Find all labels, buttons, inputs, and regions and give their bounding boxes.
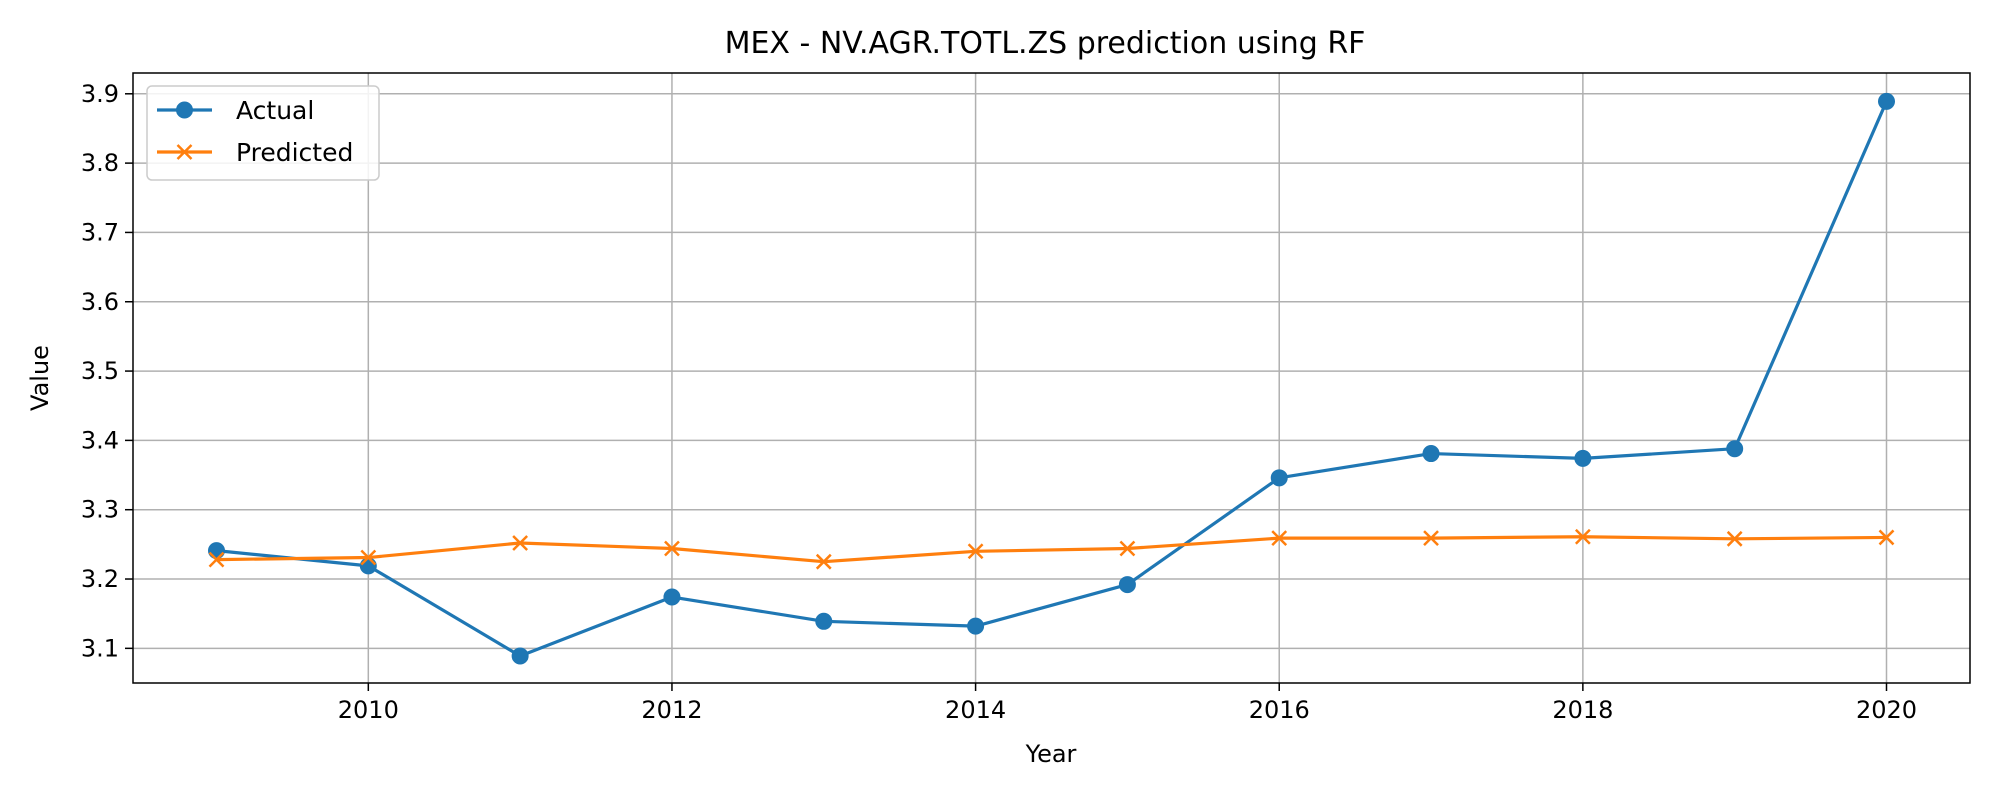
actual-point [1270,469,1288,487]
actual-point [1878,92,1895,110]
predicted-point [1423,530,1439,547]
y-tick-label: 3.9 [81,80,119,108]
predicted-point [967,543,984,560]
predicted-point [1726,530,1743,547]
x-tick-label: 2012 [641,696,702,724]
y-tick-label: 3.8 [81,149,119,177]
legend-label-actual: Actual [236,96,314,125]
y-tick-label: 3.5 [81,357,119,385]
x-axis-label: Year [1025,740,1077,768]
predicted-point [512,535,529,551]
y-axis-label: Value [26,345,54,411]
actual-point [1574,449,1592,467]
legend-marker-actual [176,101,193,119]
x-tick-label: 2018 [1552,696,1613,724]
legend: Actual Predicted [146,85,380,181]
y-tick-label: 3.4 [81,426,119,454]
actual-point [208,542,225,560]
x-axis: 2010 2012 2014 2016 2018 2020 [338,683,1917,724]
y-axis: 3.1 3.2 3.3 3.4 3.5 3.6 3.7 3.8 3.9 [81,80,133,662]
predicted-point [1574,528,1591,545]
legend-item-actual: Actual [157,96,314,125]
predicted-point [664,540,680,557]
y-tick-label: 3.3 [81,496,119,524]
legend-item-predicted: Predicted [157,138,353,167]
actual-point [359,557,377,575]
actual-point [1118,576,1136,594]
plot-frame [132,72,1971,684]
actual-point [511,647,529,665]
y-tick-label: 3.7 [81,218,119,246]
actual-point [1422,445,1440,463]
y-tick-label: 3.1 [81,634,119,662]
actual-line [216,100,1888,658]
predicted-point [1119,540,1136,557]
actual-point [815,612,833,630]
grid-lines [133,73,1970,683]
legend-label-predicted: Predicted [236,138,353,167]
y-tick-label: 3.2 [81,565,119,593]
x-tick-label: 2016 [1249,696,1310,724]
y-tick-label: 3.6 [81,288,119,316]
predicted-point [208,551,225,568]
actual-point [1726,440,1744,458]
series-layer [208,92,1895,665]
predicted-point [815,553,832,570]
actual-point [967,617,985,635]
x-tick-label: 2010 [338,696,399,724]
predicted-point [1878,529,1895,546]
x-tick-label: 2020 [1856,696,1917,724]
actual-point [663,588,681,606]
chart-title: MEX - NV.AGR.TOTL.ZS prediction using RF [725,26,1366,61]
x-tick-label: 2014 [945,696,1006,724]
predicted-point [1271,530,1288,547]
predicted-point [360,549,377,566]
series-predicted [208,528,1895,570]
predicted-line [216,535,1887,564]
legend-marker-predicted [176,144,193,160]
